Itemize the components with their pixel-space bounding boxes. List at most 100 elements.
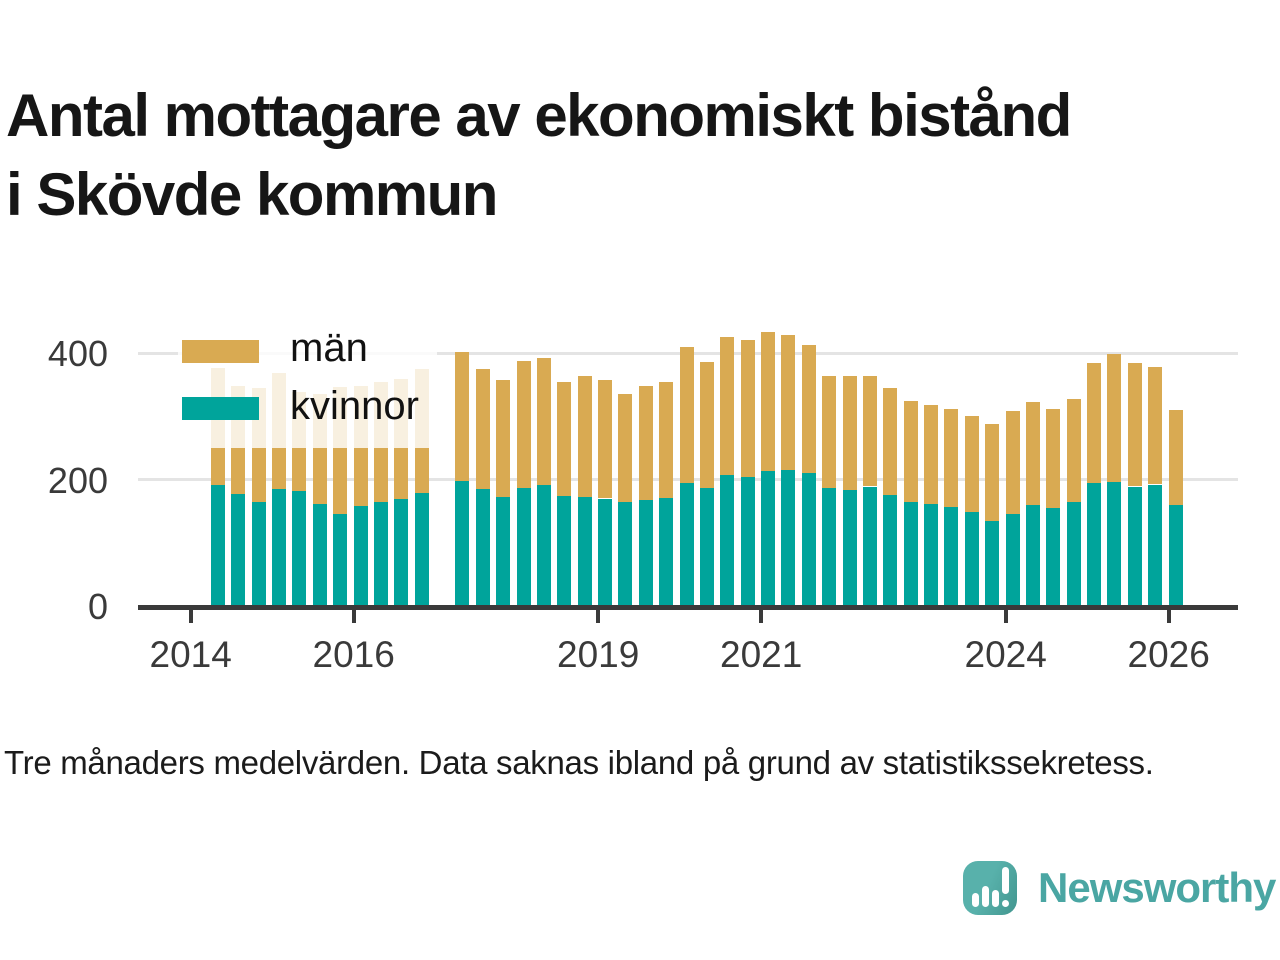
bar-segment-kvinnor [1066, 502, 1081, 606]
bar-segment-kvinnor [414, 492, 429, 606]
bar-segment-kvinnor [801, 473, 816, 606]
bar-segment-kvinnor [231, 494, 246, 606]
bar-segment-kvinnor [842, 489, 857, 606]
bar-segment-man [659, 382, 674, 498]
bar-segment-man [903, 401, 918, 503]
bar-segment-kvinnor [496, 497, 511, 606]
bar-segment-kvinnor [394, 499, 409, 606]
bar-segment-kvinnor [883, 494, 898, 606]
x-tick-label: 2024 [964, 634, 1047, 675]
x-axis-tick [596, 610, 601, 623]
bar-segment-kvinnor [251, 502, 266, 606]
bar-segment-kvinnor [699, 488, 714, 606]
bar-segment-kvinnor [1107, 482, 1122, 606]
bar-segment-kvinnor [1025, 505, 1040, 606]
bar-segment-kvinnor [740, 477, 755, 606]
bar-segment-man [475, 368, 490, 489]
x-axis-tick [1003, 610, 1008, 623]
bar-segment-man [577, 376, 592, 497]
brand-name: Newsworthy [1038, 864, 1276, 911]
y-tick-label: 400 [47, 333, 108, 374]
bar-segment-man [598, 379, 612, 499]
bar-segment-kvinnor [292, 490, 307, 606]
bar-segment-man [862, 375, 877, 487]
bar-segment-kvinnor [312, 503, 327, 606]
bar-segment-kvinnor [862, 486, 877, 606]
bar-segment-man [536, 358, 551, 486]
legend-label-kvinnor: kvinnor [290, 384, 419, 428]
bar-segment-man [740, 340, 755, 477]
legend-swatch-kvinnor [182, 397, 259, 420]
logo-exclamation-dot [1002, 900, 1009, 907]
bar-segment-man [638, 385, 653, 500]
bar-segment-man [1005, 410, 1020, 514]
bar-segment-kvinnor [1087, 483, 1101, 606]
footnote: Tre månaders medelvärden. Data saknas ib… [4, 744, 1154, 781]
bar-segment-kvinnor [638, 499, 653, 606]
bar-segment-man [883, 388, 898, 495]
bar-segment-kvinnor [985, 521, 1000, 606]
bar-segment-man [924, 404, 938, 504]
logo-bar-1 [972, 893, 979, 907]
bar-segment-man [455, 351, 470, 481]
y-tick-label: 0 [87, 586, 108, 627]
logo-bar-3 [992, 890, 999, 907]
bar-segment-man [1025, 402, 1040, 506]
bar-segment-man [985, 423, 1000, 522]
bar-segment-kvinnor [1005, 513, 1020, 606]
bar-segment-man [618, 394, 633, 503]
bar-segment-kvinnor [353, 506, 368, 606]
bar-segment-kvinnor [536, 485, 551, 606]
x-axis-tick [351, 610, 356, 623]
bar-segment-kvinnor [598, 498, 612, 606]
bar-segment-man [679, 347, 694, 484]
page-title-line-1: Antal mottagare av ekonomiskt bistånd [6, 82, 1072, 150]
newsworthy-logo-icon [963, 861, 1017, 925]
bar-segment-kvinnor [679, 483, 694, 606]
bar-segment-man [557, 382, 572, 496]
bar-segment-man [1168, 409, 1183, 505]
bar-segment-kvinnor [761, 471, 775, 606]
x-axis-tick [1166, 610, 1171, 623]
bar-segment-man [781, 334, 796, 471]
page-title: Antal mottagare av ekonomiskt bistånd i S… [6, 76, 1072, 234]
bar-segment-kvinnor [455, 480, 470, 606]
bar-segment-kvinnor [618, 502, 633, 606]
x-axis-line [138, 605, 1238, 610]
legend-swatch-man [182, 340, 259, 363]
bar-segment-kvinnor [781, 470, 796, 606]
bar-segment-kvinnor [475, 489, 490, 606]
bar-segment-kvinnor [964, 511, 979, 606]
bar-segment-man [761, 332, 775, 472]
bar-segment-man [1046, 409, 1061, 508]
bar-segment-kvinnor [903, 502, 918, 606]
bar-segment-man [1148, 366, 1163, 485]
bar-segment-man [699, 361, 714, 489]
bar-segment-kvinnor [659, 497, 674, 606]
bar-segment-kvinnor [272, 489, 286, 606]
bar-segment-man [964, 415, 979, 512]
bar-segment-man [822, 376, 837, 489]
logo-bar-2 [982, 886, 989, 907]
bar-segment-man [842, 375, 857, 490]
bar-segment-kvinnor [373, 502, 388, 606]
bar-segment-man [1107, 353, 1122, 482]
legend-label-man: män [290, 326, 368, 370]
x-tick-label: 2014 [149, 634, 232, 675]
bar-segment-kvinnor [210, 485, 225, 606]
bar-segment-man [801, 344, 816, 474]
bar-segment-man [944, 409, 959, 507]
x-axis-tick [759, 610, 764, 623]
bar-segment-kvinnor [333, 514, 348, 606]
bar-segment-kvinnor [1127, 486, 1142, 606]
bar-segment-kvinnor [557, 495, 572, 606]
bar-segment-kvinnor [1046, 508, 1061, 606]
bar-segment-man [1066, 398, 1081, 503]
bar-segment-kvinnor [1148, 484, 1163, 606]
bar-segment-kvinnor [944, 506, 959, 606]
bar-segment-kvinnor [720, 475, 735, 606]
bar-segment-kvinnor [822, 488, 837, 606]
y-tick-label: 200 [47, 459, 108, 501]
